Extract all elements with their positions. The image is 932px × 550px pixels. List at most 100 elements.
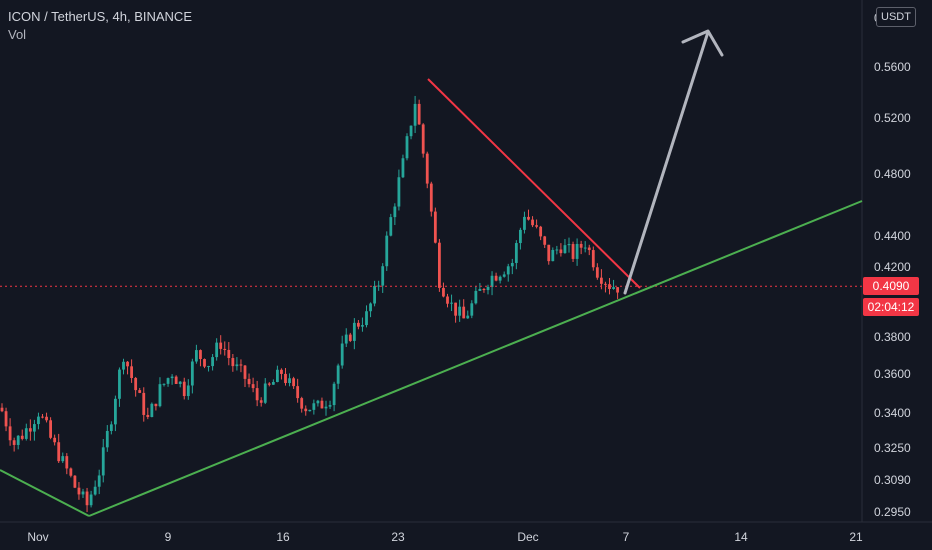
candle [393,203,397,226]
candle [186,379,190,400]
candle [41,413,44,419]
candle [263,378,267,405]
candle [486,284,490,295]
candle [543,235,547,248]
time-tick-label: Dec [517,530,538,544]
price-tick-label: 0.5600 [874,60,911,74]
candle [510,258,514,275]
time-tick-label: 9 [165,530,172,544]
candle [454,302,457,323]
candle [519,227,522,250]
candle [369,302,372,318]
time-tick-label: 23 [391,530,405,544]
candle [53,434,57,446]
candle [381,263,385,293]
candle [429,181,433,217]
candle [555,245,559,255]
candle [150,402,154,418]
candle [442,282,445,298]
time-axis[interactable]: Nov 9 16 23 Dec 7 14 21 [27,530,863,544]
up-arrow-drawing[interactable] [623,29,724,295]
candle [575,238,579,266]
candle [340,335,344,369]
candle [280,368,283,380]
candle [498,275,502,284]
candle [199,349,202,367]
candle [425,151,429,189]
candle [563,239,567,254]
candle [308,409,312,412]
resistance-trendline[interactable] [427,78,641,289]
candle [77,482,81,500]
support-trendline-segment[interactable] [88,200,863,517]
candle [474,285,478,305]
candle [336,363,340,390]
price-tick-label: 0.5200 [874,111,911,125]
candle [438,238,441,292]
candle [126,361,129,375]
price-tick-label: 0.3090 [874,473,911,487]
candle [494,272,498,282]
candle [531,216,534,228]
candle [16,435,20,450]
candle [579,240,583,255]
symbol-title[interactable]: ICON / TetherUS, 4h, BINANCE [8,9,192,24]
price-axis[interactable]: 0.2950 0.3090 0.3250 0.3400 0.3600 0.3800 0.42… [874,11,911,519]
candle [166,377,170,387]
candle [401,154,405,179]
candle [284,368,287,386]
candle [502,271,506,278]
candle [235,357,239,371]
candle [219,335,223,355]
price-tick-label: 0.4800 [874,167,911,181]
candle [276,365,279,383]
time-tick-label: 16 [276,530,290,544]
candle [462,299,466,319]
volume-label[interactable]: Vol [8,27,27,42]
price-tick-label: 0.3250 [874,441,911,455]
candle [490,271,494,296]
candle [514,240,518,270]
candle [288,373,291,387]
candle [397,169,401,211]
candle [57,433,61,463]
candle [506,263,510,282]
candle [69,467,73,478]
candle [162,383,166,387]
candle [348,332,352,343]
candle [332,381,336,412]
candle [231,353,235,372]
candle [458,299,462,322]
candle [138,387,142,394]
candle [255,380,259,407]
candle [97,469,101,495]
candle [203,358,206,369]
candle [324,400,328,416]
candle [85,487,89,513]
candle [146,407,150,420]
candle [595,263,599,280]
candle [12,437,16,452]
candle [109,421,113,435]
candle [470,300,474,319]
candle [365,305,368,328]
candle [101,438,105,483]
candle [114,395,117,432]
candle [328,400,332,409]
candle [527,209,530,221]
bar-countdown: 02:04:12 [863,298,919,317]
candle [89,490,93,508]
time-tick-label: 14 [734,530,748,544]
candle [446,293,449,308]
support-trendline[interactable] [0,469,90,517]
candle [608,277,611,295]
candle [61,452,65,463]
currency-button[interactable]: USDT [876,7,916,27]
candle [223,341,227,356]
candle [65,453,69,475]
candle [482,287,486,293]
candle [247,373,251,388]
candle [122,358,125,375]
candle [142,387,146,422]
